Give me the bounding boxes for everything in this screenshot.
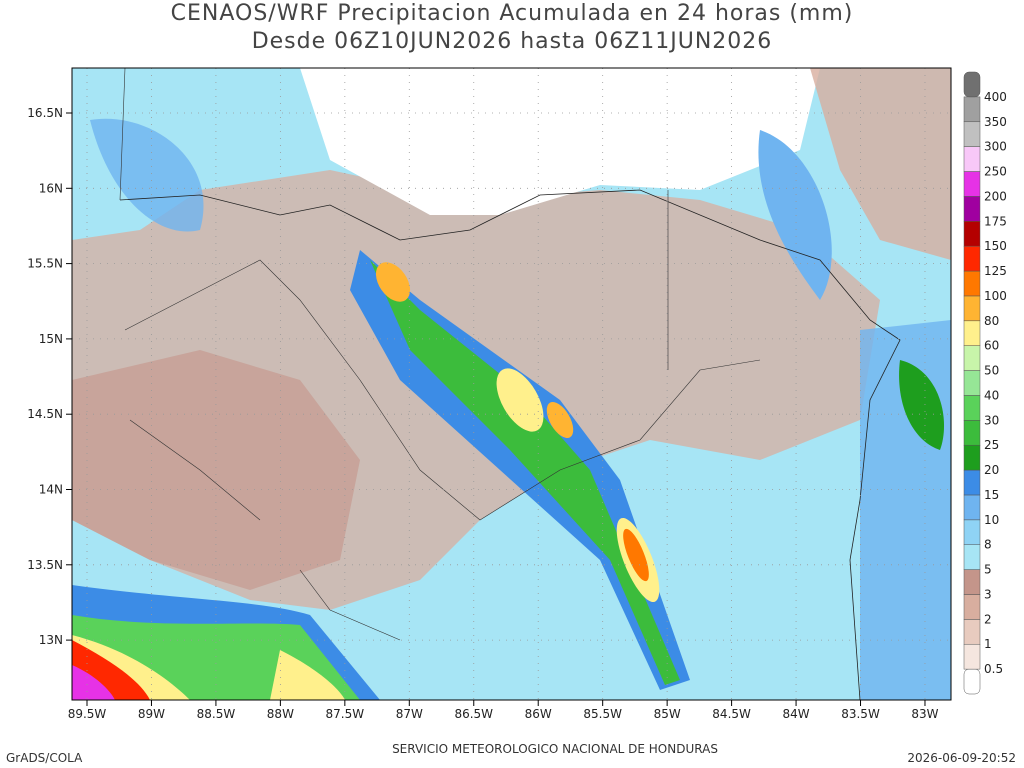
colorbar-swatch [963,295,981,322]
rain-band [370,260,680,685]
colorbar-label: 50 [984,364,999,378]
rain-core [375,262,411,302]
colorbar-label: 125 [984,264,1007,278]
map-frame [71,67,952,701]
colorbar-swatch [963,320,981,346]
lon-label: 85W [654,707,681,721]
colorbar-label: 80 [984,314,999,328]
lon-label: 83W [911,707,938,721]
wet-region [90,118,204,232]
colorbar-swatch [963,494,981,521]
colorbar-swatch [963,569,981,595]
lon-label: 89W [138,707,165,721]
lat-label: 16.5N [27,106,63,120]
colorbar-label: 400 [984,90,1007,104]
colorbar-swatch [963,171,981,197]
colorbar-label: 20 [984,463,999,477]
colorbar-label: 0.5 [984,662,1003,676]
colorbar-label: 40 [984,388,999,402]
title-line: Desde 06Z10JUN2026 hasta 06Z11JUN2026 [252,29,773,54]
colorbar-label: 350 [984,115,1007,129]
colorbar-label: 300 [984,140,1007,154]
lon-label: 86.5W [454,707,493,721]
colorbar-swatch [963,370,981,396]
colorbar-swatch [963,544,981,570]
colorbar-swatch [963,96,981,123]
colorbar-label: 2 [984,612,992,626]
rain-core [623,528,649,582]
colorbar-swatch [963,245,981,272]
colorbar-swatch [963,469,981,496]
colorbar-label: 25 [984,438,999,452]
colorbar-label: 100 [984,289,1007,303]
colorbar-swatch [963,196,981,222]
dry-region [810,68,951,260]
lon-label: 88W [267,707,294,721]
footer-right: 2026-06-09-20:52 [907,751,1016,765]
lon-label: 87W [396,707,423,721]
rain-core [546,401,574,439]
precip-field [72,68,951,700]
lon-label: 84.5W [712,707,751,721]
colorbar-label: 60 [984,339,999,353]
colorbar-swatch [963,345,981,371]
colorbar-swatch [963,444,981,471]
colorbar-label: 30 [984,413,999,427]
lon-label: 85.5W [583,707,622,721]
colorbar-label: 175 [984,214,1007,228]
lat-label: 14N [39,483,63,497]
coastline [119,189,901,700]
lat-label: 15.5N [27,257,63,271]
colorbar-label: 8 [984,538,992,552]
sea-dry [300,68,820,215]
colorbar-swatch [963,395,981,421]
colorbar-swatch [963,619,981,645]
footer-center: SERVICIO METEOROLOGICO NACIONAL DE HONDU… [392,742,718,756]
colorbar-label: 15 [984,488,999,502]
dry-region [72,350,360,590]
wet-region [899,360,945,450]
colorbar-label: 5 [984,563,992,577]
colorbar-swatch [963,594,981,620]
lat-label: 13N [39,633,63,647]
lat-label: 13.5N [27,558,63,572]
colorbar-swatch [963,221,981,247]
colorbar-swatch [963,668,981,695]
colorbar-swatch [963,420,981,446]
colorbar-label: 200 [984,189,1007,203]
border [119,68,761,641]
lat-label: 16N [39,181,63,195]
lon-label: 83.5W [841,707,880,721]
lon-label: 86W [525,707,552,721]
colorbar-swatch [963,121,981,147]
colorbar-label: 250 [984,165,1007,179]
colorbar-label: 150 [984,239,1007,253]
lon-label: 84W [782,707,809,721]
pacific-rain [270,650,345,700]
pacific-rain [72,665,115,700]
title-line: CENAOS/WRF Precipitacion Acumulada en 24… [171,1,854,26]
lon-label: 87.5W [326,707,365,721]
lon-label: 88.5W [197,707,236,721]
colorbar-label: 1 [984,637,992,651]
colorbar-swatch [963,146,981,172]
colorbar-swatch [963,643,981,670]
colorbar-swatch [963,519,981,545]
footer-left: GrADS/COLA [6,751,83,765]
colorbar-label: 3 [984,587,992,601]
lat-label: 14.5N [27,407,63,421]
lat-label: 15N [39,332,63,346]
colorbar-label: 10 [984,513,999,527]
colorbar-swatch [963,71,981,98]
lon-label: 89.5W [68,707,107,721]
rain-core [496,368,544,432]
colorbar-swatch [963,270,981,297]
